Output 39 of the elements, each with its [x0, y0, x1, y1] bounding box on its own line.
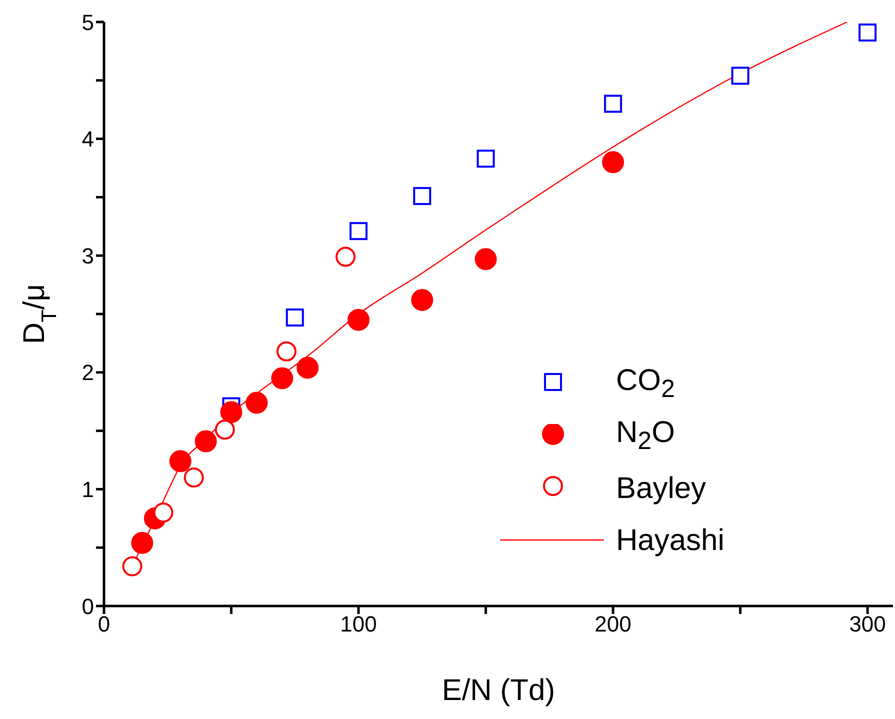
point [271, 367, 294, 390]
x-tick-label: 200 [594, 612, 632, 637]
point [214, 420, 235, 440]
x-tick-label: 0 [98, 612, 110, 637]
point [858, 24, 877, 42]
point [122, 556, 142, 576]
point [350, 222, 368, 240]
point [602, 151, 624, 174]
point [194, 430, 217, 452]
y-tick-label: 5 [82, 10, 94, 35]
point [153, 502, 174, 523]
point [336, 246, 356, 267]
point [169, 450, 192, 472]
point [276, 341, 296, 362]
legend-label: Bayley [616, 472, 706, 504]
point [286, 308, 304, 327]
x-axis-title: E/N (Td) [442, 674, 556, 707]
point [220, 401, 242, 424]
x-tick-label: 100 [340, 612, 377, 637]
y-tick-label: 1 [82, 477, 94, 502]
x-tick-label: 300 [849, 612, 886, 637]
y-tick-label: 0 [82, 594, 94, 619]
legend-label: N$_{2}$O [616, 416, 675, 456]
point [476, 150, 495, 168]
point [348, 308, 370, 331]
point [411, 288, 434, 311]
point [246, 392, 268, 414]
point [413, 187, 432, 206]
legend-label: CO$_{2}$ [616, 364, 675, 404]
point [184, 468, 204, 488]
point [296, 356, 319, 379]
point [604, 94, 622, 113]
point [474, 248, 497, 270]
point [131, 532, 154, 554]
point [731, 66, 750, 85]
y-tick-label: 4 [82, 126, 94, 152]
y-tick-label: 2 [82, 360, 94, 386]
legend-label: Hayashi [616, 524, 724, 556]
y-tick-label: 3 [82, 243, 94, 268]
